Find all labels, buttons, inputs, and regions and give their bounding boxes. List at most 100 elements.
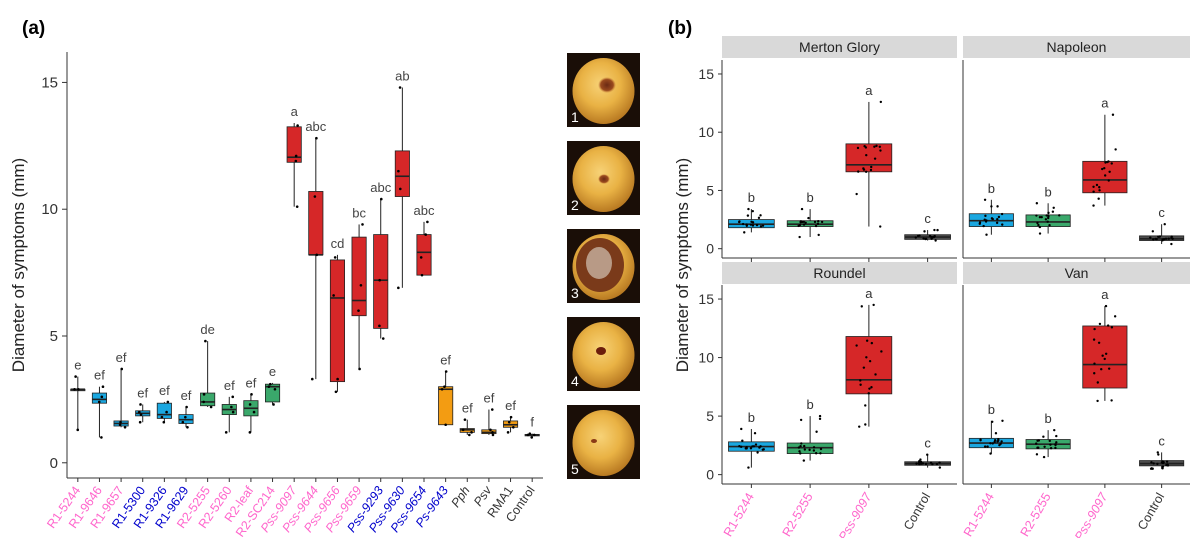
data-point xyxy=(1038,215,1042,219)
data-point xyxy=(996,218,999,221)
data-point xyxy=(799,418,803,422)
data-point xyxy=(1097,341,1101,344)
data-point xyxy=(1058,214,1061,217)
data-point xyxy=(738,444,741,448)
data-point xyxy=(1047,211,1050,215)
data-point xyxy=(120,367,124,371)
data-point xyxy=(165,410,168,414)
data-point xyxy=(357,309,360,312)
data-point xyxy=(920,462,923,465)
data-point xyxy=(470,431,473,434)
facet-x-tick-label: Control xyxy=(901,491,933,533)
data-point xyxy=(166,400,170,404)
data-point xyxy=(398,187,402,191)
data-point xyxy=(1046,220,1049,223)
data-point xyxy=(1104,304,1108,308)
data-point xyxy=(870,386,873,389)
data-point xyxy=(310,377,314,381)
data-point xyxy=(983,445,987,448)
significance-letter: b xyxy=(748,410,755,425)
data-point xyxy=(1036,446,1039,449)
significance-letter: e xyxy=(269,364,276,379)
data-point xyxy=(252,410,256,414)
data-point xyxy=(862,168,866,171)
cherry-fruit xyxy=(572,410,635,476)
data-point xyxy=(1048,224,1051,227)
photo-number-label: 5 xyxy=(571,461,579,477)
data-point xyxy=(995,221,999,225)
data-point xyxy=(855,344,858,347)
data-point xyxy=(231,410,235,414)
data-point xyxy=(1055,434,1058,438)
data-point xyxy=(870,341,874,345)
data-point xyxy=(1163,223,1166,226)
data-point xyxy=(1040,215,1043,219)
data-point xyxy=(76,428,80,432)
significance-letter: abc xyxy=(305,119,326,134)
data-point xyxy=(295,205,299,208)
data-point xyxy=(989,452,992,455)
data-point xyxy=(272,403,275,406)
facet-box-pss-9097: a Pss-9097 xyxy=(1072,287,1128,538)
data-point xyxy=(797,446,801,449)
data-point xyxy=(818,417,822,421)
significance-letter: a xyxy=(291,104,299,119)
data-point xyxy=(1092,338,1096,341)
data-point xyxy=(918,234,921,237)
data-point xyxy=(879,100,883,104)
data-point xyxy=(1035,214,1038,217)
box xyxy=(1082,160,1128,194)
significance-letter: c xyxy=(924,436,931,451)
data-point xyxy=(1035,442,1038,445)
data-point xyxy=(759,214,762,217)
data-point xyxy=(137,410,141,414)
data-point xyxy=(1157,235,1160,238)
data-point xyxy=(862,366,866,369)
data-point xyxy=(440,387,444,391)
data-point xyxy=(1104,161,1107,164)
data-point xyxy=(315,253,319,257)
facet-van: Van b R1-5244 b R2-5255 a Pss-9097 c Control xyxy=(961,262,1190,538)
data-point xyxy=(745,223,748,226)
significance-letter: b xyxy=(748,190,755,205)
facet-box-control: c Control xyxy=(1135,433,1185,532)
data-point xyxy=(1103,167,1106,170)
data-point xyxy=(424,233,427,236)
data-point xyxy=(1037,223,1040,227)
data-point xyxy=(1035,453,1039,456)
data-point xyxy=(991,442,994,445)
data-point xyxy=(868,387,871,390)
data-point xyxy=(1107,367,1111,370)
data-point xyxy=(336,377,339,381)
data-point xyxy=(333,256,337,259)
data-point xyxy=(865,356,868,359)
facet-y-tick-label: 15 xyxy=(698,66,714,82)
data-point xyxy=(859,379,862,382)
data-point xyxy=(756,451,759,454)
data-point xyxy=(860,305,863,308)
facet-box-r1-5244: b xyxy=(968,181,1014,262)
significance-letter: e xyxy=(74,358,81,373)
data-point xyxy=(872,303,875,307)
data-point xyxy=(1167,237,1170,240)
data-point xyxy=(867,392,870,395)
data-point xyxy=(1092,204,1095,207)
data-point xyxy=(929,461,933,464)
cherry-photo-5: 5 xyxy=(567,405,640,479)
data-point xyxy=(491,433,495,437)
facet-box-r2-5255: b xyxy=(786,190,834,262)
facet-y-tick-label: 5 xyxy=(706,408,714,424)
data-point xyxy=(138,420,142,424)
data-point xyxy=(759,225,763,228)
box xyxy=(845,336,893,395)
data-point xyxy=(931,463,934,466)
data-point xyxy=(1055,441,1058,444)
data-point xyxy=(803,444,806,448)
significance-letter: ef xyxy=(137,385,148,400)
significance-letter: a xyxy=(1101,96,1109,111)
data-point xyxy=(978,221,982,224)
box xyxy=(156,402,172,419)
box xyxy=(394,150,410,197)
data-point xyxy=(815,430,818,433)
